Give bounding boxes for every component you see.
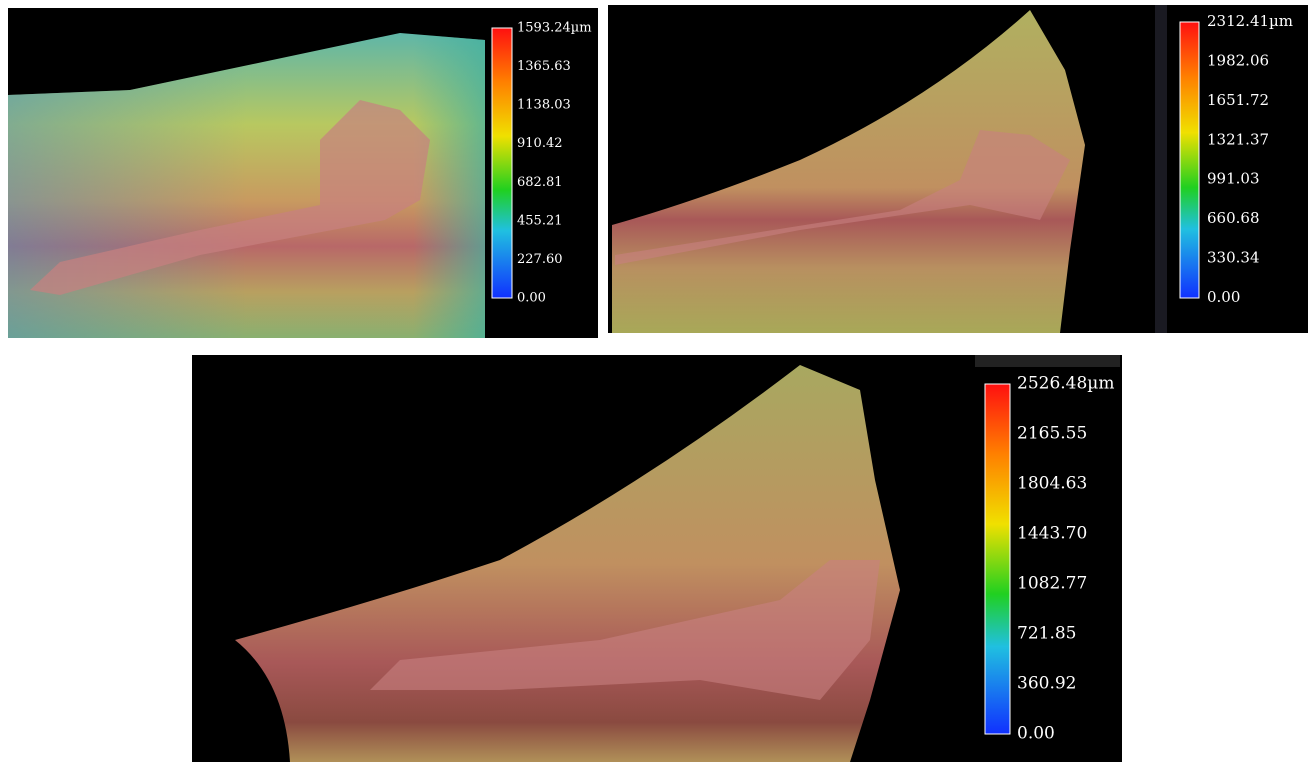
scale-label: 0.00	[1207, 288, 1240, 306]
scale-label: 0.00	[517, 291, 546, 306]
color-bar	[492, 28, 512, 298]
scale-label: 1365.63	[517, 59, 571, 74]
color-bar	[985, 384, 1010, 734]
scale-label: 660.68	[1207, 209, 1260, 227]
divider	[975, 355, 1120, 367]
scale-label: 227.60	[517, 252, 563, 267]
scale-label: 0.00	[1017, 724, 1055, 744]
scale-label: 360.92	[1017, 674, 1076, 694]
scale-label: 455.21	[517, 213, 563, 228]
scale-label: 910.42	[517, 136, 563, 151]
scale-label: 1321.37	[1207, 130, 1269, 148]
panel-label: (b)	[664, 47, 700, 78]
scale-label: 2312.41µm	[1207, 12, 1293, 30]
divider	[1155, 5, 1167, 333]
scale-label: 1651.72	[1207, 91, 1269, 109]
panel-label: (c)	[290, 409, 324, 440]
scale-label: 1982.06	[1207, 51, 1269, 69]
scale-label: 1138.03	[517, 98, 571, 113]
scale-label: 1804.63	[1017, 474, 1087, 494]
scale-label: 1443.70	[1017, 524, 1087, 544]
scale-label: 991.03	[1207, 170, 1260, 188]
color-bar	[1180, 22, 1199, 298]
scale-label: 1593.24µm	[517, 21, 592, 36]
scale-label: 682.81	[517, 175, 563, 190]
scale-label: 2526.48µm	[1017, 374, 1114, 394]
scale-label: 721.85	[1017, 624, 1076, 644]
panel-label: (a)	[68, 47, 102, 78]
scale-label: 2165.55	[1017, 424, 1087, 444]
scale-label: 1082.77	[1017, 574, 1087, 594]
figure: (a) (b) (c) 1593.24µm 1365.63 1138.03 910.4…	[0, 0, 1309, 762]
page: (a) (b) (c) 1593.24µm 1365.63 1138.03 910.4…	[0, 0, 1309, 762]
scale-label: 330.34	[1207, 249, 1260, 267]
